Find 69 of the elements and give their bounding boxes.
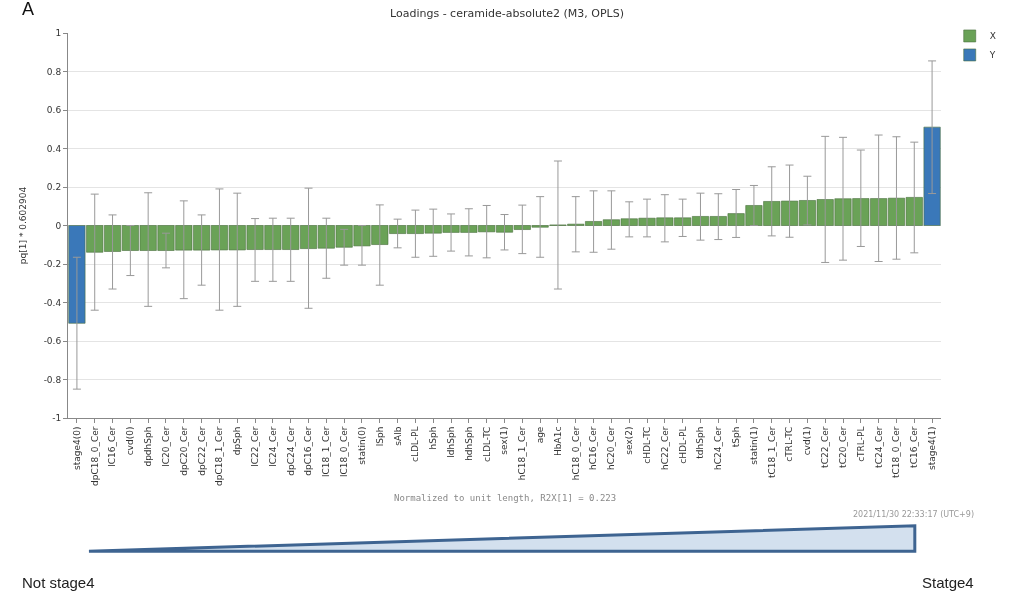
x-tick-label: dpC24_Cer — [285, 426, 296, 476]
y-tick-label: 0.6 — [46, 105, 62, 116]
x-tick-label: cvd(0) — [125, 426, 136, 456]
x-tick-label: lC18_1_Cer — [321, 426, 332, 478]
x-tick-label: sex(1) — [499, 426, 510, 455]
x-tick-label: hdhSph — [463, 426, 474, 461]
x-tick-label: stage4(1) — [927, 426, 938, 471]
x-tick-label: tdhSph — [695, 426, 706, 459]
x-tick-label: lC16_Cer — [107, 426, 118, 467]
x-tick-label: hC16_Cer — [588, 426, 599, 471]
x-tick-label: dpC16_Cer — [303, 426, 314, 476]
chart-title: Loadings - ceramide-absolute2 (M3, OPLS) — [390, 6, 624, 20]
y-tick-label: -0.8 — [43, 374, 62, 385]
x-tick-label: hC20_Cer — [606, 426, 617, 471]
x-tick-label: cHDL-PL — [677, 426, 688, 464]
x-tick-label: hSph — [428, 426, 439, 450]
y-tick-label: 0.8 — [46, 66, 62, 77]
x-tick-label: cLDL-TC — [481, 426, 492, 463]
text: Statge4 — [922, 574, 974, 591]
x-tick-label: cTRL-TC — [784, 426, 795, 462]
y-tick-label: -1 — [52, 413, 62, 424]
y-tick-label: 0 — [55, 220, 62, 231]
x-tick-label: cTRL-PL — [855, 426, 866, 462]
x-tick-label: tC20_Cer — [837, 426, 848, 468]
x-tick-label: statin(1) — [748, 426, 759, 465]
x-tick-label: tSph — [731, 426, 742, 448]
x-tick-label: tC18_0_Cer — [891, 426, 902, 479]
x-tick-label: cHDL-TC — [641, 426, 652, 464]
x-tick-label: dpC22_Cer — [196, 426, 207, 476]
y-tick-label: -0.4 — [43, 297, 62, 308]
x-tick-label: dpdhSph — [143, 426, 154, 467]
x-tick-label: dpSph — [232, 426, 243, 456]
y-tick-label: -0.2 — [43, 259, 62, 270]
x-tick-label: tC18_1_Cer — [766, 426, 777, 479]
x-tick-label: lC18_0_Cer — [339, 426, 350, 478]
x-tick-label: hC18_0_Cer — [570, 426, 581, 481]
x-tick-label: lC20_Cer — [160, 426, 171, 467]
text: A — [22, 0, 35, 19]
x-tick-label: sex(2) — [624, 426, 635, 455]
x-tick-label: hC18_1_Cer — [517, 426, 528, 481]
x-tick-label: dpC18_0_Cer — [89, 426, 100, 487]
x-tick-label: dpC20_Cer — [178, 426, 189, 476]
x-tick-label: lC22_Cer — [250, 426, 260, 467]
text: Normalized to unit length, R2X[1] = 0.223 — [394, 493, 617, 503]
x-tick-label: lSph — [374, 426, 385, 447]
y-tick-label: 1 — [55, 28, 62, 39]
x-tick-label: tC22_Cer — [820, 426, 831, 468]
x-tick-label: tC24_Cer — [873, 426, 884, 468]
x-tick-label: ldhSph — [445, 426, 456, 458]
y-tick-label: 0.4 — [46, 143, 62, 154]
text: 2021/11/30 22:33:17 (UTC+9) — [853, 510, 975, 519]
x-tick-label: tC16_Cer — [909, 426, 920, 468]
x-tick-label: dpC18_1_Cer — [214, 426, 225, 487]
legend-label: X — [989, 31, 996, 42]
y-tick-label: 0.2 — [46, 182, 62, 193]
text: Not stage4 — [22, 574, 95, 591]
legend-label: Y — [988, 50, 996, 61]
x-tick-label: statin(0) — [356, 426, 367, 465]
x-tick-label: age — [535, 426, 546, 444]
x-tick-label: HbA1c — [552, 426, 563, 456]
x-tick-label: stage4(0) — [71, 426, 82, 471]
x-tick-label: sAlb — [392, 426, 403, 446]
x-tick-label: lC24_Cer — [267, 426, 278, 467]
x-tick-label: hC24_Cer — [713, 426, 724, 471]
y-axis-title: pq[1] * 0.602904 — [17, 186, 28, 265]
x-tick-label: cLDL-PL — [410, 426, 421, 463]
y-tick-label: -0.6 — [43, 336, 62, 347]
x-tick-label: hC22_Cer — [659, 426, 670, 471]
x-tick-label: cvd(1) — [802, 426, 813, 456]
